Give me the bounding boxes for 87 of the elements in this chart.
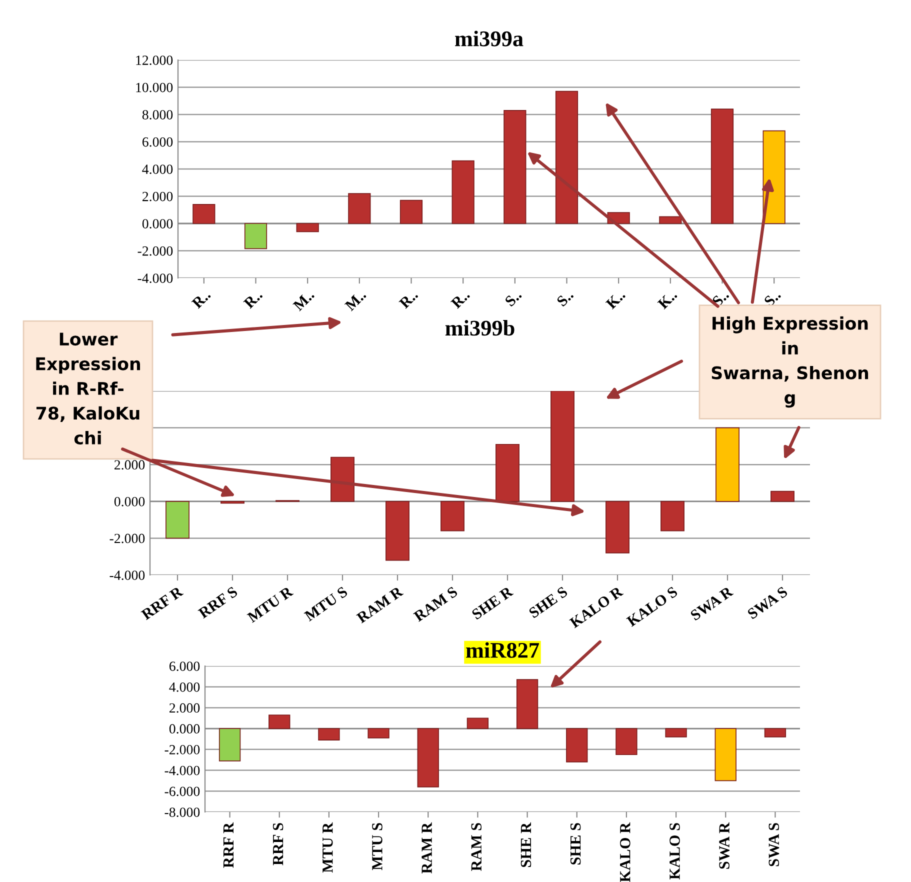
- y-tick-label: 6.000: [169, 662, 200, 672]
- bar: [566, 728, 588, 762]
- chart-title: mi399b: [445, 320, 514, 336]
- bar: [660, 500, 684, 532]
- y-tick-label: 8.000: [142, 110, 173, 120]
- bar: [218, 728, 241, 762]
- bar: [504, 110, 526, 224]
- chart-title: miR827: [466, 642, 539, 658]
- x-tick-label: M..: [344, 289, 367, 312]
- x-tick-label: SWA S: [768, 823, 780, 866]
- bar: [400, 200, 423, 224]
- bar: [368, 728, 390, 738]
- text: Lower Expression in R-Rf- 78, KaloKu chi: [36, 332, 140, 444]
- x-tick-label: K..: [605, 289, 626, 310]
- bar: [550, 391, 574, 502]
- y-tick-label: 2.000: [142, 192, 173, 202]
- x-tick-label: SHE R: [471, 586, 514, 620]
- y-tick-label: -6.000: [164, 786, 200, 796]
- annotation: High Expression in Swarna, Shenon g: [712, 316, 868, 408]
- bar: [555, 90, 578, 224]
- y-tick-label: 0.000: [169, 724, 200, 734]
- x-tick-label: SWA R: [690, 586, 734, 621]
- x-tick-label: R..: [450, 289, 470, 310]
- y-tick-label: 12.000: [136, 56, 173, 66]
- x-tick-label: SHE R: [520, 822, 532, 868]
- x-tick-label: RRF R: [140, 586, 184, 620]
- y-tick-label: -2.000: [164, 745, 200, 754]
- bar: [268, 714, 290, 729]
- x-tick-label: RAM S: [471, 823, 482, 871]
- bar: [296, 223, 319, 232]
- x-tick-label: S..: [504, 289, 522, 307]
- x-tick-label: K..: [657, 289, 678, 310]
- bar: [516, 679, 538, 729]
- y-tick-label: -4.000: [164, 766, 200, 776]
- x-tick-label: KALO R: [620, 822, 630, 882]
- bar: [244, 223, 268, 250]
- bar: [764, 728, 786, 738]
- x-tick-label: KALO S: [670, 823, 680, 880]
- bar: [710, 108, 734, 224]
- y-tick-label: 2.000: [114, 460, 145, 470]
- x-tick-label: RRF S: [272, 823, 284, 866]
- x-tick-label: RRF R: [223, 822, 234, 868]
- y-tick-label: -4.000: [110, 570, 145, 580]
- y-tick-label: -2.000: [110, 534, 145, 544]
- bar: [665, 728, 687, 738]
- x-tick-label: R..: [243, 289, 263, 310]
- y-tick-label: 4.000: [169, 682, 200, 692]
- bar: [318, 728, 340, 740]
- x-tick-label: RRF S: [198, 586, 238, 619]
- y-tick-label: 0.000: [114, 496, 145, 506]
- bar: [330, 456, 354, 502]
- bar: [496, 444, 520, 502]
- x-tick-label: SWA S: [746, 586, 788, 620]
- y-tick-label: 6.000: [142, 137, 173, 147]
- bar: [348, 193, 371, 224]
- bar: [417, 728, 439, 788]
- x-tick-label: M..: [292, 289, 315, 312]
- bar: [192, 204, 216, 224]
- bar: [716, 427, 740, 502]
- bar: [714, 728, 736, 782]
- bar: [440, 500, 464, 532]
- chart-title: mi399a: [455, 30, 524, 46]
- bar: [466, 718, 489, 729]
- y-tick-label: 10.000: [136, 82, 173, 92]
- y-tick-label: 2.000: [170, 703, 200, 713]
- y-tick-label: -2.000: [138, 246, 173, 256]
- x-tick-label: SWA R: [719, 822, 730, 869]
- x-tick-label: MTU S: [372, 823, 382, 870]
- y-tick-label: 0.000: [142, 219, 173, 229]
- x-tick-label: SHE S: [528, 586, 568, 618]
- bar: [606, 500, 630, 554]
- x-tick-label: R..: [191, 289, 212, 310]
- bar: [452, 160, 474, 224]
- x-tick-label: SHE S: [570, 823, 581, 864]
- bar: [386, 500, 410, 561]
- y-tick-label: -4.000: [138, 274, 173, 284]
- bar: [166, 500, 190, 539]
- bar: [616, 728, 638, 756]
- y-tick-label: -8.000: [164, 808, 200, 818]
- x-tick-label: RAM R: [422, 822, 432, 874]
- y-tick-label: 4.000: [142, 164, 173, 174]
- x-tick-label: R..: [398, 289, 418, 310]
- x-tick-label: S..: [556, 289, 574, 307]
- bar: [762, 130, 786, 224]
- bar: [659, 216, 682, 224]
- bar: [770, 490, 794, 502]
- x-tick-label: MTU R: [322, 822, 333, 873]
